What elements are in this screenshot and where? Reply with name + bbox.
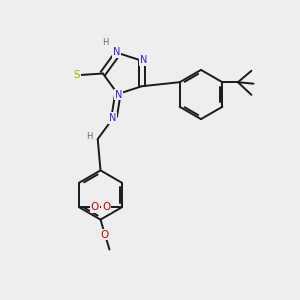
Text: O: O <box>91 202 99 212</box>
Text: O: O <box>101 230 109 239</box>
Text: N: N <box>140 55 147 65</box>
Text: H: H <box>102 38 108 47</box>
Text: N: N <box>109 113 116 123</box>
Text: O: O <box>102 202 110 212</box>
Text: N: N <box>115 90 122 100</box>
Text: H: H <box>86 131 92 140</box>
Text: N: N <box>112 47 120 57</box>
Text: S: S <box>74 70 80 80</box>
